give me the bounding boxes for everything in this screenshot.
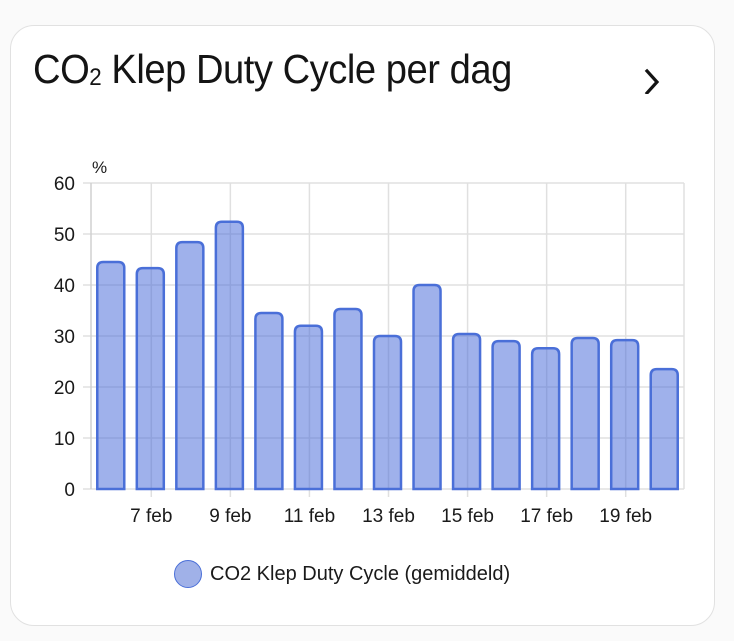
title-subscript: 2 xyxy=(89,64,102,91)
bar[interactable] xyxy=(254,311,284,491)
more-info-button[interactable] xyxy=(636,58,664,96)
y-tick-label: 20 xyxy=(54,378,75,399)
bar[interactable] xyxy=(412,283,442,491)
bar[interactable] xyxy=(333,307,363,491)
x-tick-label: 13 feb xyxy=(362,506,415,527)
y-tick-label: 60 xyxy=(54,174,75,195)
x-tick-label: 7 feb xyxy=(130,506,172,527)
bar[interactable] xyxy=(649,367,679,491)
y-tick-label: 30 xyxy=(54,327,75,348)
x-tick-label: 11 feb xyxy=(284,506,335,527)
bar[interactable] xyxy=(609,338,640,491)
bar[interactable] xyxy=(570,336,600,491)
bar[interactable] xyxy=(372,334,403,491)
x-tick-label: 9 feb xyxy=(209,506,251,527)
y-axis-label: % xyxy=(92,158,107,177)
bar[interactable] xyxy=(530,346,561,491)
title-text-rest: Klep Duty Cycle per dag xyxy=(101,46,512,92)
bar[interactable] xyxy=(135,266,166,491)
bar[interactable] xyxy=(175,240,205,491)
bar[interactable] xyxy=(451,332,482,491)
chevron-right-icon xyxy=(644,68,660,96)
y-tick-label: 50 xyxy=(54,225,75,246)
x-tick-label: 17 feb xyxy=(520,506,573,527)
bar[interactable] xyxy=(491,339,521,491)
title-text: CO xyxy=(33,46,90,92)
card-title: CO2 Klep Duty Cycle per dag xyxy=(33,46,512,93)
bar[interactable] xyxy=(214,220,245,491)
legend-label: CO2 Klep Duty Cycle (gemiddeld) xyxy=(210,562,511,585)
legend-item[interactable]: CO2 Klep Duty Cycle (gemiddeld) xyxy=(174,560,510,588)
y-tick-label: 10 xyxy=(54,429,75,450)
legend-swatch xyxy=(174,560,202,588)
x-tick-label: 19 feb xyxy=(599,506,652,527)
x-tick-label: 15 feb xyxy=(441,506,494,527)
bar[interactable] xyxy=(293,324,324,491)
y-tick-label: 40 xyxy=(54,276,75,297)
y-tick-label: 0 xyxy=(64,480,75,501)
bar[interactable] xyxy=(96,260,126,491)
